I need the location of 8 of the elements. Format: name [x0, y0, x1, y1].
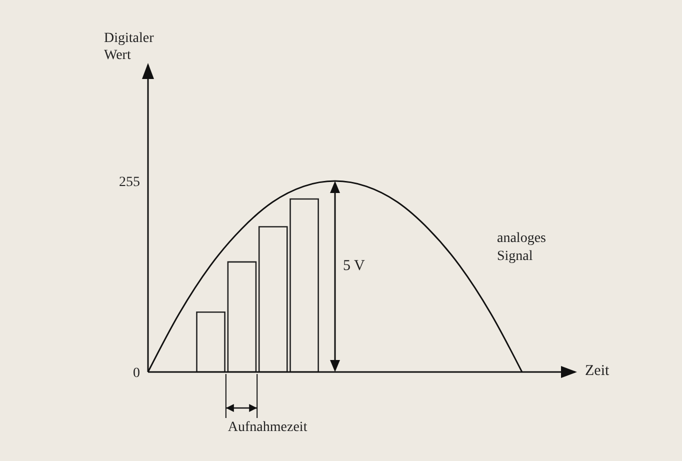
- annotation: 5 V: [343, 258, 365, 275]
- y-tick-label: 255: [119, 175, 140, 190]
- text: Aufnahmezeit: [228, 420, 308, 436]
- text: analoges Signal: [497, 230, 547, 266]
- x-axis-title: Zeit: [585, 363, 610, 380]
- y-tick-label: 0: [133, 366, 140, 381]
- y-axis-title: Digitaler Wert: [104, 30, 155, 64]
- bar: [227, 261, 257, 372]
